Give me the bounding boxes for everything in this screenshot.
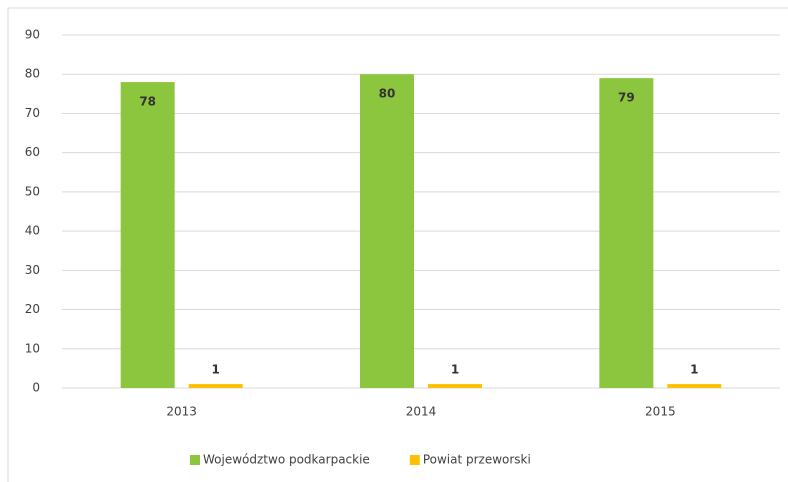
y-tick-label: 70	[25, 106, 40, 120]
legend-swatch	[190, 455, 200, 465]
bar	[667, 384, 722, 388]
bar	[188, 384, 243, 388]
y-tick-label: 20	[25, 302, 40, 316]
data-label: 78	[139, 95, 156, 109]
y-tick-label: 10	[25, 341, 40, 355]
y-tick-label: 40	[25, 224, 40, 238]
y-tick-label: 90	[25, 28, 40, 42]
data-label: 79	[618, 91, 635, 105]
x-tick-label: 2015	[645, 405, 676, 419]
x-tick-label: 2013	[166, 405, 197, 419]
y-tick-label: 0	[32, 381, 40, 395]
data-label: 1	[451, 363, 459, 377]
data-label: 1	[211, 363, 219, 377]
chart-frame	[7, 7, 788, 482]
bar	[428, 384, 482, 388]
y-tick-label: 50	[25, 184, 40, 198]
legend-label: Powiat przeworski	[423, 453, 531, 467]
bar	[120, 82, 175, 389]
x-tick-label: 2014	[406, 405, 437, 419]
y-tick-label: 60	[25, 145, 40, 159]
data-label: 80	[379, 87, 396, 101]
y-tick-label: 30	[25, 263, 40, 277]
bar	[360, 74, 414, 388]
data-label: 1	[690, 363, 698, 377]
legend-label: Województwo podkarpackie	[203, 453, 370, 467]
y-tick-label: 80	[25, 67, 40, 81]
bar	[599, 78, 654, 389]
legend-swatch	[409, 455, 420, 465]
